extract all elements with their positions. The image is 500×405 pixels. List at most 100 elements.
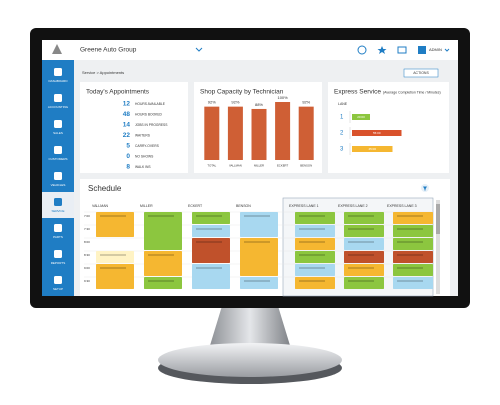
appointment-block[interactable] [393,225,433,237]
lane-number: 1 [340,115,344,121]
stat-value: 8 [126,164,130,171]
sidebar-label[interactable]: SETUP [53,287,63,291]
time-label: 8:00 [84,240,90,244]
appointment-block[interactable] [96,264,134,289]
appointment-block[interactable] [144,251,182,276]
card-title: Shop Capacity by Technician [200,89,284,96]
technician-header: ECKERT [188,204,203,208]
sidebar-label[interactable]: SALES [53,131,63,135]
sidebar-label[interactable]: PARTS [53,235,63,239]
stat-value: 22 [123,132,131,139]
avatar[interactable] [418,46,426,54]
lane-header: EXPRESS LANE 1 [289,204,319,208]
appointment-block[interactable] [192,212,230,224]
appointment-block[interactable] [344,238,384,250]
technician-header: BENSON [236,204,251,208]
bar-value-label: 88% [255,102,263,107]
actions-label[interactable]: ACTIONS [413,71,429,75]
time-label: 7:30 [84,227,90,231]
logo [52,44,62,54]
lane-header: EXPRESS LANE 2 [338,204,368,208]
card-title: Today's Appointments [86,89,150,96]
express-bar [352,146,393,152]
appointments-card [80,82,188,173]
lane-header: EXPRESS LANE 3 [387,204,417,208]
scrollbar[interactable] [436,200,440,294]
sidebar-icon[interactable] [54,146,62,154]
appointment-block[interactable] [96,212,134,237]
sidebar-icon[interactable] [54,94,62,102]
sidebar-icon[interactable] [54,68,62,76]
appointment-block[interactable] [192,225,230,237]
sidebar-label[interactable]: DASHBOARD [48,79,68,83]
stat-label: HOURS AVAILABLE [135,102,166,106]
appointment-block[interactable] [240,277,278,289]
express-bar [352,114,370,120]
appointment-block[interactable] [344,251,384,263]
appointment-block[interactable] [393,238,433,250]
appointment-block[interactable] [192,238,230,263]
sidebar-label[interactable]: CUSTOMERS [48,157,67,161]
stat-label: HOURS BOOKED [135,112,163,116]
user-chevron[interactable] [444,48,450,52]
axis-label: LANE [338,102,348,106]
time-label: 8:30 [84,253,90,257]
sidebar-icon[interactable] [54,250,62,258]
appointment-block[interactable] [144,212,182,250]
breadcrumb[interactable]: Service > Appointments [82,70,124,75]
company-name[interactable]: Greene Auto Group [80,47,137,54]
stat-label: WAITERS [135,133,151,137]
chevron[interactable] [195,47,203,52]
appointment-block[interactable] [240,238,278,276]
sidebar-icon[interactable] [54,198,62,206]
stat-label: JOBS IN PROGRESS [135,123,168,127]
appointment-block[interactable] [344,225,384,237]
appointment-block[interactable] [393,251,433,263]
sidebar-label[interactable]: REPORTS [51,261,65,265]
mail-icon[interactable] [397,46,407,54]
appointment-block[interactable] [295,264,335,276]
filter-icon[interactable] [423,186,427,191]
scroll-thumb[interactable] [436,204,440,234]
actions-button[interactable] [403,68,439,78]
sidebar-label[interactable]: SERVICE [51,209,64,213]
appointment-block[interactable] [344,264,384,276]
appointment-block[interactable] [393,212,433,224]
appointment-block[interactable] [295,277,335,289]
appointment-block[interactable] [393,264,433,276]
star-icon[interactable] [377,46,387,54]
time-label: 7:00 [84,214,90,218]
sidebar-icon[interactable] [54,276,62,284]
time-label: 9:30 [84,279,90,283]
stand-neck [208,306,292,352]
appointment-block[interactable] [192,264,230,289]
appointment-block[interactable] [344,212,384,224]
appointment-block[interactable] [295,212,335,224]
bar-category-label: VALLMAN [229,164,242,168]
bar [298,106,314,160]
info-icon[interactable] [357,45,367,55]
sidebar-label[interactable]: ACCOUNTING [48,105,69,109]
appointment-block[interactable] [393,277,433,289]
sidebar-icon[interactable] [54,172,62,180]
user-name[interactable]: ADMIN [429,47,442,52]
sidebar-icon[interactable] [54,120,62,128]
appointment-block[interactable] [144,277,182,289]
express-bar [352,130,402,136]
sidebar-icon[interactable] [54,224,62,232]
stat-value: 0 [126,153,130,160]
sidebar-label[interactable]: VEHICLES [51,183,66,187]
express-card [328,82,449,173]
appointment-block[interactable] [295,251,335,263]
appointment-block[interactable] [240,212,278,237]
appointment-block[interactable] [295,225,335,237]
bar-value-label: 100% [277,95,288,100]
stat-label: WALK INS [135,165,151,169]
card-subtitle: (Average Completion Time / Minutes) [383,90,441,94]
appointment-block[interactable] [96,251,134,263]
bar [275,102,291,160]
appointment-block[interactable] [344,277,384,289]
appointment-block[interactable] [295,238,335,250]
